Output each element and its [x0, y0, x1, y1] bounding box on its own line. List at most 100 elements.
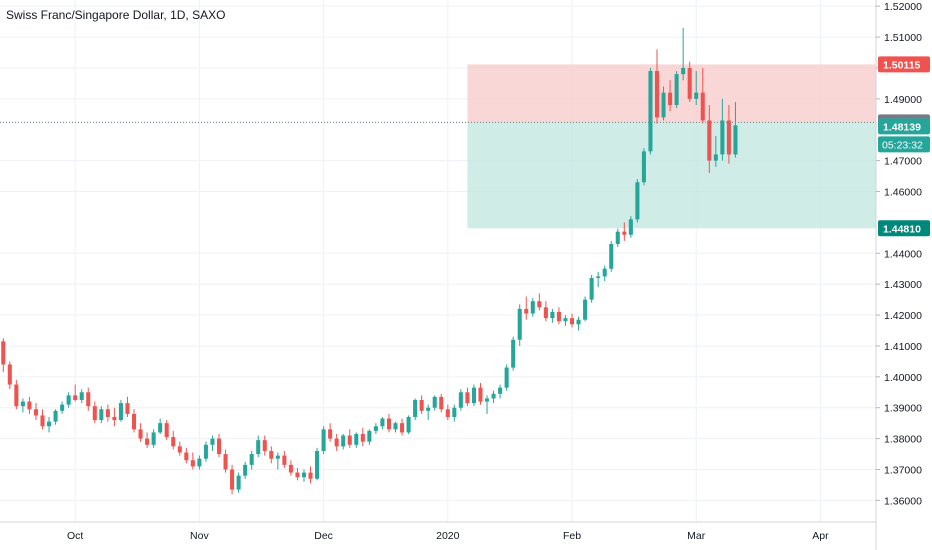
x-tick-label: Feb — [563, 530, 581, 542]
candle-body — [131, 413, 137, 430]
x-tick-label: Mar — [687, 530, 706, 542]
candle-body — [66, 395, 71, 405]
y-tick-label: 1.41000 — [884, 341, 922, 353]
last-price-label: 1.48139 — [883, 121, 921, 133]
candle-body — [99, 409, 104, 421]
y-tick-label: 1.51000 — [884, 32, 922, 44]
candle-body — [681, 67, 686, 75]
y-tick-label: 1.37000 — [884, 464, 922, 476]
candle-body — [400, 423, 405, 433]
candle-body — [530, 301, 535, 314]
candle-body — [687, 67, 692, 99]
candle-body — [321, 429, 326, 451]
y-tick-label: 1.43000 — [884, 279, 922, 291]
target-price-label-bg — [878, 220, 930, 237]
candle-body — [236, 475, 241, 490]
candle-body — [118, 403, 123, 421]
candle-body — [596, 276, 601, 278]
candle-body — [341, 435, 346, 447]
candle-body — [556, 311, 561, 322]
candle-body — [373, 426, 378, 431]
candle-body — [40, 415, 45, 427]
candle-body — [184, 452, 189, 461]
candle-body — [713, 154, 718, 161]
candle-body — [707, 120, 712, 161]
candle-body — [661, 92, 666, 118]
candle-body — [426, 407, 431, 411]
candle-body — [413, 399, 418, 417]
candle-body — [511, 339, 516, 368]
candle-body — [7, 364, 12, 385]
candle-body — [733, 125, 738, 155]
candle-body — [622, 231, 627, 235]
candle-body — [628, 219, 633, 235]
candle-body — [583, 299, 588, 320]
candle-body — [524, 308, 529, 314]
candle-body — [445, 409, 450, 417]
candle-body — [295, 472, 300, 478]
candle-body — [112, 416, 117, 421]
candle-body — [171, 437, 176, 447]
candle-body — [386, 418, 391, 430]
candle-body — [367, 430, 372, 442]
candle-body — [720, 120, 725, 155]
candle-body — [648, 71, 653, 152]
candle-body — [138, 429, 143, 439]
candle-body — [177, 446, 182, 453]
candle-body — [92, 406, 97, 421]
x-tick-label: Oct — [67, 530, 83, 542]
take-profit-zone — [467, 122, 876, 229]
candle-body — [190, 460, 195, 467]
candle-body — [1, 341, 6, 365]
x-tick-label: Nov — [190, 530, 209, 542]
y-tick-label: 1.39000 — [884, 403, 922, 415]
candle-body — [726, 120, 731, 155]
candle-body — [537, 301, 542, 308]
candle-body — [504, 367, 509, 388]
candle-body — [668, 92, 673, 106]
candle-body — [550, 311, 555, 319]
y-tick-label: 1.49000 — [884, 94, 922, 106]
candle-body — [471, 387, 476, 404]
candle-body — [256, 440, 261, 455]
candle-body — [694, 92, 699, 99]
candle-body — [20, 401, 25, 407]
candle-body — [635, 182, 640, 220]
candle-body — [589, 277, 594, 300]
candle-body — [33, 409, 38, 416]
candle-body — [47, 421, 52, 427]
last-price-label-bg — [878, 118, 930, 135]
candle-body — [105, 409, 110, 417]
candle-body — [230, 469, 235, 490]
candle-body — [288, 464, 293, 473]
y-tick-label: 1.36000 — [884, 495, 922, 507]
candle-body — [654, 71, 660, 118]
candle-body — [491, 393, 496, 399]
candle-body — [328, 429, 333, 439]
y-tick-label: 1.42000 — [884, 310, 922, 322]
candle-body — [53, 410, 58, 422]
target-price-label: 1.44810 — [883, 223, 921, 235]
x-tick-label: 2020 — [436, 530, 460, 542]
candle-body — [569, 318, 575, 325]
y-tick-label: 1.52000 — [884, 1, 922, 13]
candle-body — [602, 268, 607, 277]
candle-body — [249, 454, 254, 465]
candle-body — [262, 440, 267, 451]
candle-body — [543, 307, 548, 319]
x-tick-label: Apr — [812, 530, 829, 542]
candle-body — [308, 472, 313, 479]
candle-body — [151, 432, 156, 445]
candle-body — [380, 418, 385, 427]
stop-price-label: 1.50115 — [883, 59, 921, 71]
candle-body — [301, 472, 307, 478]
chart-title: Swiss Franc/Singapore Dollar, 1D, SAXO — [6, 8, 226, 22]
candle-body — [360, 433, 365, 442]
candle-body — [485, 398, 490, 402]
candle-body — [439, 396, 444, 410]
candle-body — [393, 423, 398, 430]
candle-body — [125, 403, 130, 414]
candle-body — [641, 151, 646, 183]
candle-body — [79, 392, 84, 400]
